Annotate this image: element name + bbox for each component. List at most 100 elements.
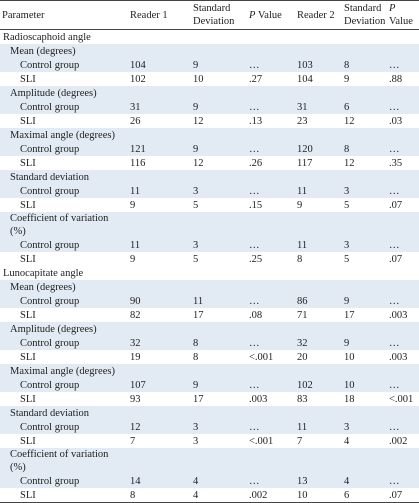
data-cell: 102 <box>295 378 342 392</box>
data-cell: .13 <box>249 115 263 127</box>
data-row: SLI 116 12 .26 117 12 .35 <box>0 156 419 170</box>
data-row: Control group 90 11… 86 9… <box>0 294 419 308</box>
group-row: Coefficient of variation (%) <box>0 212 419 238</box>
empty-cell <box>191 128 247 142</box>
data-cell: … <box>387 420 419 434</box>
data-cell: 9 <box>297 199 303 211</box>
data-cell: 26 <box>130 115 141 127</box>
data-cell: <.001 <box>249 435 274 447</box>
data-cell: 11 <box>191 294 247 308</box>
row-label: Control group <box>0 100 128 114</box>
empty-cell <box>128 212 191 238</box>
group-row: Mean (degrees) <box>0 280 419 294</box>
group-row: Maximal angle (degrees) <box>0 128 419 142</box>
empty-cell <box>342 322 387 336</box>
data-cell: 12 <box>344 115 355 127</box>
data-row: SLI 8 4.002 10 6.07 <box>0 488 419 503</box>
data-cell: .002 <box>247 488 295 503</box>
data-row: Control group 32 8… 32 9… <box>0 336 419 350</box>
data-row: Control group 11 3… 11 3… <box>0 184 419 198</box>
empty-cell <box>342 170 387 184</box>
data-row: SLI 9 5 .25 8 5 .07 <box>0 252 419 266</box>
data-cell: 3 <box>191 184 247 198</box>
data-cell: 5 <box>344 253 350 265</box>
data-cell: .07 <box>387 488 419 503</box>
row-label: Control group <box>0 142 128 156</box>
empty-cell <box>247 170 295 184</box>
data-cell: … <box>387 294 419 308</box>
data-cell: 8 <box>193 351 199 363</box>
empty-cell <box>295 448 342 474</box>
empty-cell <box>295 86 342 100</box>
empty-cell <box>247 212 295 238</box>
empty-cell <box>247 280 295 294</box>
data-cell: .15 <box>249 199 263 211</box>
data-row: SLI 19 8 <.001 20 10 .003 <box>0 350 419 364</box>
data-cell: .003 <box>389 309 408 321</box>
data-cell: … <box>247 336 295 350</box>
empty-cell <box>191 170 247 184</box>
data-cell: … <box>247 184 295 198</box>
empty-cell <box>128 322 191 336</box>
empty-cell <box>191 364 247 378</box>
empty-cell <box>128 448 191 474</box>
empty-cell <box>128 44 191 58</box>
data-cell: … <box>247 378 295 392</box>
table-body: Radioscaphoid angle Mean (degrees) Control… <box>0 30 419 503</box>
empty-cell <box>342 280 387 294</box>
data-cell: 11 <box>128 238 191 252</box>
data-cell: … <box>387 474 419 488</box>
empty-cell <box>387 364 419 378</box>
row-label: Control group <box>0 58 128 72</box>
data-cell: .08 <box>249 309 263 321</box>
data-cell: <.001 <box>249 351 274 363</box>
data-cell: 31 <box>128 100 191 114</box>
data-row: Control group 107 9… 102 10… <box>0 378 419 392</box>
empty-cell <box>387 86 419 100</box>
empty-cell <box>387 212 419 238</box>
data-cell: … <box>387 184 419 198</box>
data-cell: 12 <box>193 157 204 169</box>
data-cell: 93 <box>130 393 141 405</box>
empty-cell <box>342 86 387 100</box>
data-cell: 10 <box>344 351 355 363</box>
data-cell: 86 <box>295 294 342 308</box>
data-cell: 18 <box>344 393 355 405</box>
empty-cell <box>295 212 342 238</box>
data-cell: 104 <box>128 58 191 72</box>
empty-cell <box>247 364 295 378</box>
data-cell: .002 <box>389 435 408 447</box>
data-row: Control group 121 9… 120 8… <box>0 142 419 156</box>
header-cell: P Value <box>247 0 295 30</box>
data-cell: 8 <box>191 336 247 350</box>
data-row: Control group 31 9… 31 6… <box>0 100 419 114</box>
data-cell: 17 <box>344 309 355 321</box>
data-cell: 11 <box>128 184 191 198</box>
data-cell: 6 <box>342 100 387 114</box>
data-cell: … <box>247 294 295 308</box>
empty-cell <box>247 406 295 420</box>
empty-cell <box>191 448 247 474</box>
data-row: Control group 104 9… 103 8… <box>0 58 419 72</box>
data-cell: 9 <box>130 253 136 265</box>
empty-cell <box>247 128 295 142</box>
data-cell: .003 <box>389 351 408 363</box>
group-title: Maximal angle (degrees) <box>0 128 128 142</box>
data-cell: … <box>247 142 295 156</box>
row-label: SLI <box>20 115 36 127</box>
data-cell: .07 <box>389 253 403 265</box>
data-cell: 4 <box>342 474 387 488</box>
data-cell: 9 <box>191 58 247 72</box>
data-cell: 4 <box>191 474 247 488</box>
data-row: SLI 102 10 .27 104 9 .88 <box>0 72 419 86</box>
group-title: Coefficient of variation (%) <box>0 448 128 474</box>
data-cell: 117 <box>297 157 313 169</box>
empty-cell <box>191 406 247 420</box>
empty-cell <box>387 322 419 336</box>
data-cell: 102 <box>130 73 146 85</box>
data-cell: 9 <box>191 378 247 392</box>
data-cell: 3 <box>342 184 387 198</box>
data-cell: 4 <box>191 488 247 503</box>
data-cell: 121 <box>128 142 191 156</box>
data-cell: 120 <box>295 142 342 156</box>
